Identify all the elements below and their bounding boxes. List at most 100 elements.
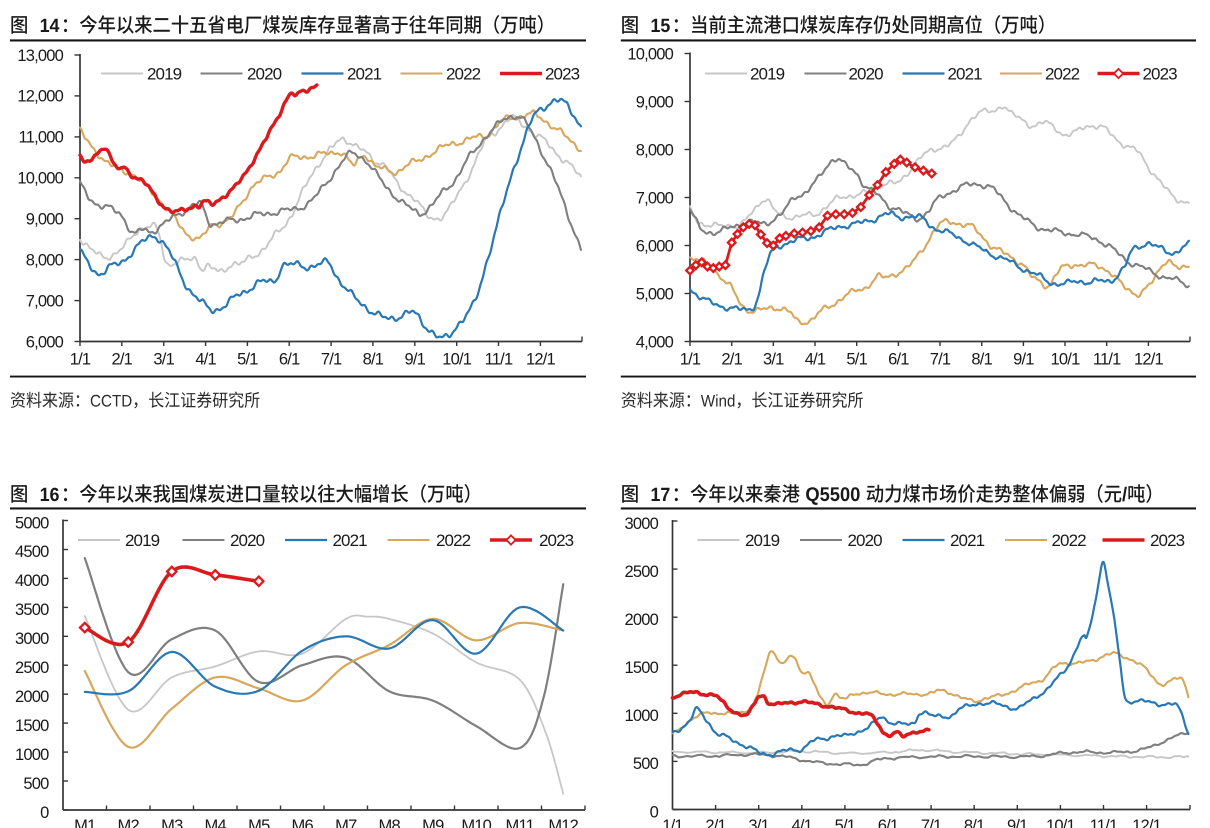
svg-text:4500: 4500 [15,543,49,561]
svg-text:11/1: 11/1 [1090,817,1118,828]
svg-text:7/1: 7/1 [321,351,342,369]
svg-text:M9: M9 [422,817,444,828]
svg-text:2020: 2020 [230,531,265,550]
svg-text:1/1: 1/1 [680,351,701,369]
svg-text:4/1: 4/1 [792,817,813,828]
svg-text:10,000: 10,000 [627,45,673,63]
svg-text:2000: 2000 [15,688,49,706]
svg-text:2021: 2021 [948,65,983,84]
svg-text:2023: 2023 [1150,531,1185,550]
svg-text:3/1: 3/1 [763,351,784,369]
svg-text:13,000: 13,000 [17,47,63,65]
svg-text:M1: M1 [74,817,96,828]
svg-text:5/1: 5/1 [237,351,258,369]
svg-text:6/1: 6/1 [888,351,909,369]
svg-text:1/1: 1/1 [70,351,91,369]
svg-text:2022: 2022 [1045,65,1080,84]
svg-text:2022: 2022 [1052,531,1087,550]
svg-text:2500: 2500 [624,563,658,581]
svg-text:3000: 3000 [624,515,658,533]
svg-text:2/1: 2/1 [112,351,133,369]
svg-text:4000: 4000 [15,572,49,590]
svg-text:M2: M2 [118,817,140,828]
svg-text:1000: 1000 [624,707,658,725]
svg-text:4/1: 4/1 [805,351,826,369]
svg-text:M4: M4 [205,817,227,828]
svg-text:9/1: 9/1 [1007,817,1028,828]
svg-text:M7: M7 [335,817,357,828]
svg-text:11/1: 11/1 [485,351,513,369]
svg-text:4/1: 4/1 [195,351,216,369]
svg-text:10/1: 10/1 [1046,817,1076,828]
svg-text:10,000: 10,000 [17,170,63,188]
svg-text:9/1: 9/1 [1013,351,1034,369]
svg-text:1500: 1500 [624,659,658,677]
svg-text:7,000: 7,000 [26,292,64,310]
svg-text:1500: 1500 [15,717,49,735]
svg-text:6,000: 6,000 [26,333,64,351]
svg-text:M8: M8 [379,817,401,828]
svg-text:5000: 5000 [15,514,49,532]
svg-text:9/1: 9/1 [405,351,426,369]
svg-text:0: 0 [40,804,49,822]
svg-text:2019: 2019 [745,531,780,550]
svg-text:M5: M5 [248,817,270,828]
svg-text:2019: 2019 [125,531,160,550]
svg-text:3/1: 3/1 [748,817,769,828]
svg-text:8/1: 8/1 [964,817,985,828]
svg-text:2/1: 2/1 [721,351,742,369]
svg-text:8,000: 8,000 [636,141,674,159]
svg-text:6/1: 6/1 [878,817,899,828]
svg-text:2021: 2021 [347,65,382,84]
svg-text:3/1: 3/1 [153,351,174,369]
svg-text:4,000: 4,000 [636,333,674,351]
svg-text:2020: 2020 [247,65,282,84]
svg-text:500: 500 [633,755,659,773]
svg-text:11,000: 11,000 [19,129,64,147]
svg-text:8,000: 8,000 [26,251,64,269]
svg-text:2019: 2019 [147,65,182,84]
svg-text:5/1: 5/1 [835,817,856,828]
svg-text:7,000: 7,000 [636,189,674,207]
svg-text:12/1: 12/1 [1132,817,1162,828]
svg-text:1/1: 1/1 [662,817,683,828]
svg-text:2020: 2020 [848,531,883,550]
svg-text:8/1: 8/1 [971,351,992,369]
svg-text:12/1: 12/1 [1134,351,1164,369]
svg-text:2022: 2022 [436,531,471,550]
svg-text:2019: 2019 [750,65,785,84]
svg-text:2022: 2022 [446,65,481,84]
svg-text:1000: 1000 [15,746,49,764]
svg-text:M10: M10 [461,817,491,828]
svg-text:3500: 3500 [15,601,49,619]
svg-text:0: 0 [650,803,659,821]
svg-text:11/1: 11/1 [1093,351,1121,369]
svg-text:9,000: 9,000 [636,93,674,111]
svg-text:2023: 2023 [545,65,580,84]
svg-text:2000: 2000 [624,611,658,629]
svg-text:12,000: 12,000 [17,88,63,106]
svg-text:5,000: 5,000 [636,285,674,303]
svg-text:500: 500 [23,775,49,793]
svg-text:5/1: 5/1 [846,351,867,369]
svg-text:10/1: 10/1 [442,351,472,369]
svg-text:6,000: 6,000 [636,237,674,255]
svg-text:2020: 2020 [849,65,884,84]
svg-text:12/1: 12/1 [526,351,556,369]
svg-text:2021: 2021 [333,531,368,550]
svg-text:2500: 2500 [15,659,49,677]
svg-text:M11: M11 [506,817,535,828]
svg-text:2021: 2021 [950,531,985,550]
svg-text:7/1: 7/1 [921,817,942,828]
svg-text:2023: 2023 [539,531,574,550]
svg-text:7/1: 7/1 [930,351,951,369]
svg-text:10/1: 10/1 [1051,351,1081,369]
svg-text:2/1: 2/1 [705,817,726,828]
svg-text:9,000: 9,000 [26,211,64,229]
svg-text:M6: M6 [292,817,314,828]
svg-text:3000: 3000 [15,630,49,648]
svg-text:8/1: 8/1 [363,351,384,369]
svg-text:M3: M3 [161,817,183,828]
svg-text:M12: M12 [548,817,578,828]
svg-text:2023: 2023 [1143,65,1178,84]
